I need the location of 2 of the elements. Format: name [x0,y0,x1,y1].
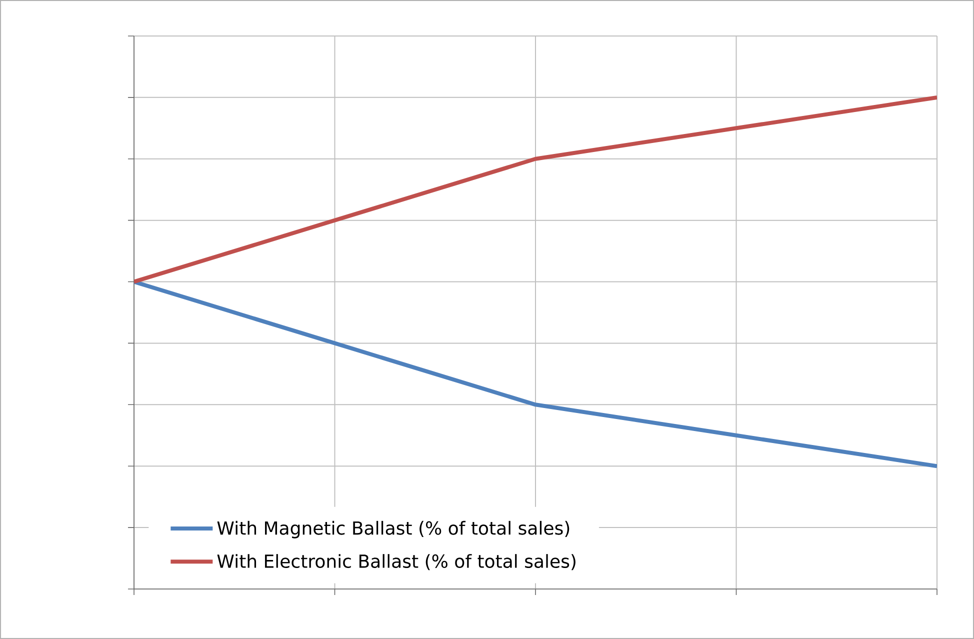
legend-label: With Magnetic Ballast (% of total sales) [217,520,570,538]
legend-label: With Electronic Ballast (% of total sales) [217,554,576,570]
